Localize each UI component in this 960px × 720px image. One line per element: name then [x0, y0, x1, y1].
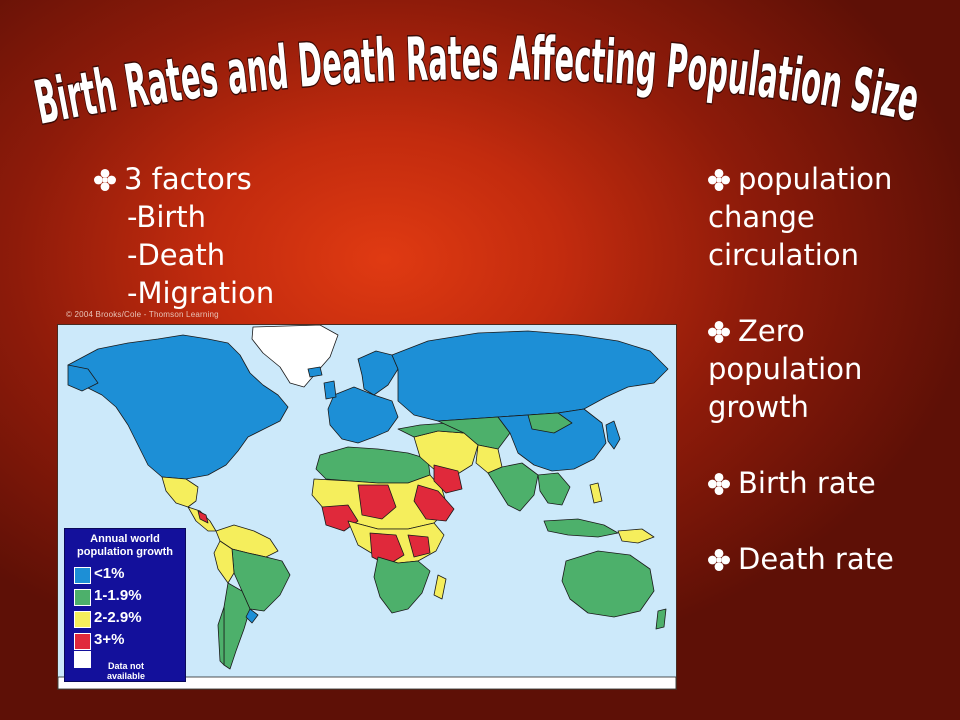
- left-sub-item-birth: -Birth: [127, 200, 207, 234]
- philippines: [589, 482, 603, 504]
- right-bullet-list: population change circulation Zero popul…: [708, 160, 938, 616]
- legend-label: 3+%: [94, 631, 125, 648]
- uk: [323, 380, 337, 400]
- east-africa-red: [407, 534, 431, 558]
- north-america: [67, 334, 289, 480]
- mongolia: [527, 412, 573, 434]
- russia: [391, 330, 669, 422]
- legend-swatch: [74, 611, 91, 628]
- north-africa: [315, 446, 431, 484]
- map-credit: © 2004 Brooks/Cole - Thomson Learning: [66, 310, 219, 319]
- left-bullet-heading: 3 factors: [124, 162, 252, 196]
- horn-africa-red: [413, 484, 455, 522]
- left-bullet-list: 3 factors -Birth -Death -Migration: [94, 160, 274, 312]
- bullet-line: population: [708, 352, 863, 386]
- central-america-red: [197, 510, 209, 524]
- map-legend: Annual world population growth <1% 1-1.9…: [64, 528, 186, 682]
- arabia-red: [433, 464, 463, 494]
- new-zealand: [655, 608, 667, 630]
- southeast-asia: [537, 472, 571, 506]
- bullet-line: Birth rate: [738, 466, 876, 500]
- chile: [217, 606, 225, 666]
- diamond-bullet-icon: [708, 169, 730, 191]
- legend-swatch: [74, 651, 91, 668]
- bullet-line: change: [708, 200, 815, 234]
- legend-title-line-1: Annual world: [90, 533, 160, 545]
- korea-japan: [605, 420, 621, 450]
- legend-label: 2-2.9%: [94, 609, 142, 626]
- bullet-line: growth: [708, 390, 809, 424]
- right-bullet-death-rate: Death rate: [708, 540, 938, 578]
- legend-na-line-1: Data not: [108, 661, 144, 671]
- legend-row-na: [74, 651, 204, 668]
- svg-text:Birth Rates and Death Rates Af: Birth Rates and Death Rates Affecting Po…: [30, 24, 925, 139]
- greenland: [251, 325, 339, 388]
- new-guinea: [617, 528, 655, 544]
- diamond-bullet-icon: [94, 169, 116, 191]
- europe: [327, 386, 399, 444]
- bullet-line: circulation: [708, 238, 859, 272]
- legend-na-line-2: available: [106, 671, 146, 681]
- legend-label: 1-1.9%: [94, 587, 142, 604]
- title-svg: Birth Rates and Death Rates Affecting Po…: [28, 22, 926, 140]
- indonesia: [543, 518, 619, 538]
- india: [487, 462, 539, 512]
- left-bullet-heading-row: 3 factors: [94, 160, 274, 198]
- antarctica: [58, 676, 676, 689]
- central-sahel-red: [357, 484, 397, 520]
- right-bullet-birth-rate: Birth rate: [708, 464, 938, 502]
- legend-na-label: Data not available: [87, 661, 165, 681]
- legend-row-3plus: 3+%: [74, 631, 204, 650]
- iceland: [307, 366, 323, 378]
- uruguay: [245, 608, 259, 624]
- legend-swatch: [74, 633, 91, 650]
- legend-label: <1%: [94, 565, 125, 582]
- left-sub-item-migration: -Migration: [127, 276, 275, 310]
- legend-title-line-2: population growth: [77, 546, 173, 558]
- australia: [561, 550, 655, 618]
- mexico: [161, 476, 199, 508]
- southern-africa: [373, 556, 431, 614]
- legend-title: Annual world population growth: [65, 533, 185, 559]
- central-asia: [437, 416, 511, 450]
- left-sub-item-death: -Death: [127, 238, 226, 272]
- bullet-line: population: [738, 162, 893, 196]
- legend-swatch: [74, 589, 91, 606]
- bullet-line: Death rate: [738, 542, 894, 576]
- legend-row-lt1: <1%: [74, 565, 204, 584]
- title-text: Birth Rates and Death Rates Affecting Po…: [28, 22, 926, 140]
- diamond-bullet-icon: [708, 549, 730, 571]
- slide-title: Birth Rates and Death Rates Affecting Po…: [28, 14, 940, 164]
- scandinavia: [357, 350, 399, 396]
- brazil: [231, 548, 291, 612]
- right-bullet-population-change: population change circulation: [708, 160, 938, 274]
- right-bullet-zero-growth: Zero population growth: [708, 312, 938, 426]
- legend-row-2to29: 2-2.9%: [74, 609, 204, 628]
- madagascar: [433, 574, 447, 600]
- alaska: [67, 364, 99, 392]
- diamond-bullet-icon: [708, 473, 730, 495]
- legend-row-1to19: 1-1.9%: [74, 587, 204, 606]
- map-svg: [58, 325, 676, 689]
- legend-swatch: [74, 567, 91, 584]
- bullet-line: Zero: [738, 314, 805, 348]
- diamond-bullet-icon: [708, 321, 730, 343]
